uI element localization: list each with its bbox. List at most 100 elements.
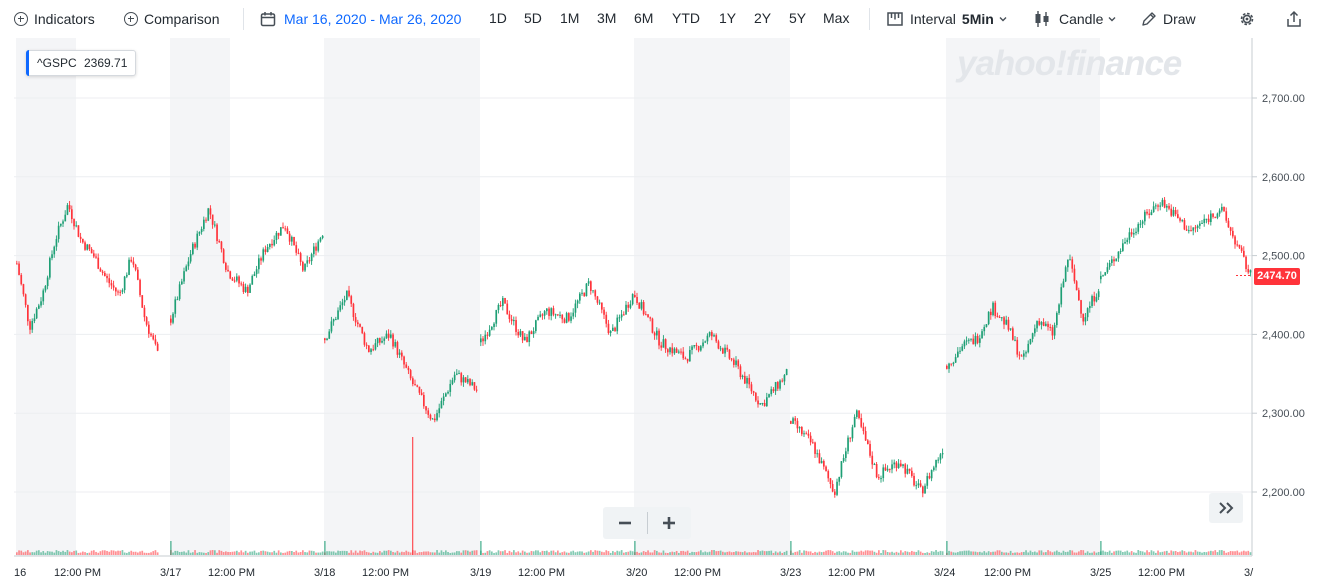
- candle-body: [376, 338, 379, 344]
- zoom-in-button[interactable]: [647, 507, 691, 539]
- candle-body: [548, 308, 550, 316]
- candle-body: [987, 311, 990, 325]
- candle-body: [875, 464, 878, 478]
- volume-bar: [1071, 550, 1074, 555]
- candle-body: [1003, 317, 1005, 325]
- volume-bar: [1148, 552, 1151, 555]
- range-5d[interactable]: 5D: [524, 10, 542, 26]
- candle-body: [462, 377, 465, 383]
- candle-body: [227, 269, 229, 272]
- volume-bar: [862, 551, 865, 555]
- candle-body: [1018, 354, 1021, 356]
- candle-body: [1056, 313, 1058, 326]
- volume-bar: [1216, 552, 1219, 555]
- volume-bar: [220, 550, 223, 555]
- candle-body: [488, 329, 491, 336]
- candle-body: [128, 259, 130, 275]
- candle-body: [911, 470, 913, 476]
- candle-body: [1225, 211, 1228, 221]
- candle-body: [605, 314, 608, 324]
- volume-bar: [1009, 550, 1012, 555]
- volume-bar: [526, 552, 528, 555]
- volume-bar: [728, 551, 731, 555]
- volume-bar: [748, 552, 751, 555]
- x-tick-label: 12:00 PM: [362, 567, 409, 579]
- candle-body: [385, 333, 388, 339]
- range-2y[interactable]: 2Y: [754, 10, 772, 26]
- volume-bar: [1146, 550, 1148, 555]
- range-1m[interactable]: 1M: [560, 10, 580, 26]
- volume-bar: [86, 552, 89, 555]
- volume-bar: [198, 552, 201, 555]
- volume-bar: [1053, 551, 1056, 555]
- candlestick-chart-svg[interactable]: 2,700.00 2,600.00 2,500.00 2,400.00 2,300.00…: [0, 38, 1328, 588]
- candle-body: [576, 300, 579, 304]
- candle-body: [728, 349, 731, 359]
- range-3m[interactable]: 3M: [597, 10, 617, 26]
- candle-body: [906, 468, 909, 474]
- volume-bar: [486, 551, 489, 555]
- candle-body: [200, 228, 203, 233]
- scroll-to-latest-button[interactable]: [1209, 493, 1243, 523]
- candle-body: [60, 223, 62, 226]
- volume-bar: [363, 550, 366, 555]
- candle-body: [713, 335, 715, 337]
- candle-body: [484, 334, 487, 342]
- volume-bar: [119, 550, 122, 555]
- volume-bar: [423, 551, 425, 555]
- range-6m[interactable]: 6M: [634, 10, 654, 26]
- gear-icon[interactable]: [1238, 10, 1256, 28]
- volume-bar: [1177, 552, 1179, 555]
- candle-body: [970, 338, 972, 340]
- candle-body: [1027, 343, 1030, 353]
- candle-body: [416, 385, 419, 387]
- volume-bar: [148, 552, 150, 555]
- interval-selector[interactable]: Interval 5Min: [887, 11, 1008, 27]
- volume-bar: [97, 552, 100, 555]
- range-ytd[interactable]: YTD: [672, 10, 700, 26]
- candle-body: [614, 327, 616, 332]
- range-1y[interactable]: 1Y: [719, 10, 737, 26]
- volume-bar: [350, 550, 353, 555]
- chart-type-selector[interactable]: Candle: [1033, 10, 1117, 28]
- date-range-picker[interactable]: Mar 16, 2020 - Mar 26, 2020: [260, 11, 461, 27]
- volume-bar: [530, 550, 533, 555]
- candle-body: [108, 278, 111, 284]
- zoom-out-button[interactable]: [603, 507, 647, 539]
- candle-body: [994, 302, 997, 316]
- candle-body: [801, 427, 803, 435]
- comparison-button[interactable]: Comparison: [124, 11, 219, 27]
- volume-bar: [504, 550, 506, 555]
- volume-bar: [904, 551, 907, 555]
- volume-bar: [1245, 551, 1247, 555]
- candle-body: [526, 336, 528, 342]
- volume-bar: [112, 550, 115, 555]
- candle-body: [73, 219, 75, 227]
- range-max[interactable]: Max: [823, 10, 850, 26]
- volume-bar: [310, 550, 313, 555]
- candle-body: [664, 339, 667, 350]
- volume-bar: [297, 552, 300, 555]
- candle-body: [1038, 321, 1041, 325]
- candle-body: [38, 305, 40, 309]
- candle-body: [1086, 308, 1089, 318]
- price-chart[interactable]: 2,700.00 2,600.00 2,500.00 2,400.00 2,300.00…: [0, 38, 1328, 588]
- volume-bar: [801, 552, 803, 555]
- volume-bar: [761, 550, 764, 555]
- draw-button[interactable]: Draw: [1141, 11, 1196, 27]
- range-5y[interactable]: 5Y: [789, 10, 807, 26]
- volume-bar: [346, 551, 348, 555]
- volume-bar: [42, 551, 45, 555]
- range-1d[interactable]: 1D: [489, 10, 507, 26]
- share-icon[interactable]: [1285, 10, 1303, 28]
- volume-bar: [1181, 550, 1184, 555]
- candle-body: [691, 346, 693, 350]
- candle-body: [631, 293, 634, 305]
- volume-bar: [416, 552, 419, 555]
- volume-bar: [295, 550, 298, 555]
- indicators-button[interactable]: Indicators: [14, 11, 95, 27]
- volume-bar: [954, 552, 957, 555]
- candle-body: [755, 392, 757, 401]
- candle-body: [708, 332, 711, 336]
- candle-body: [752, 391, 755, 393]
